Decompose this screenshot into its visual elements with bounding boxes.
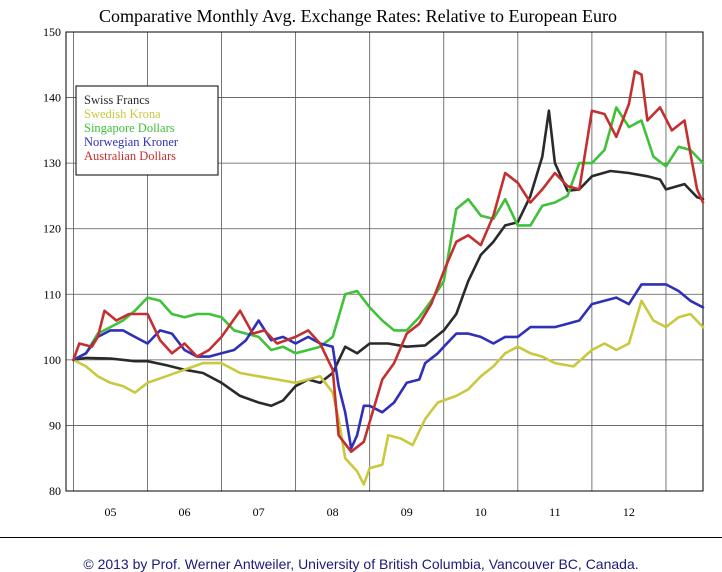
series-line-norwegian-kroner (72, 283, 705, 450)
x-tick-label: 09 (401, 505, 413, 519)
series-line-swiss-francs (72, 109, 705, 408)
y-axis: 80 90 100 110 120 130 140 150 (43, 25, 61, 498)
legend-entry: Swedish Krona (84, 107, 161, 121)
y-tick-label: 90 (49, 418, 61, 432)
y-tick-label: 100 (43, 353, 61, 367)
legend-entry: Swiss Francs (84, 93, 150, 107)
x-axis: 05 06 07 08 09 10 11 12 (104, 505, 634, 519)
y-tick-label: 130 (43, 156, 61, 170)
x-tick-label: 05 (104, 505, 116, 519)
legend-entry: Singapore Dollars (84, 121, 175, 135)
copyright-footer: © 2013 by Prof. Werner Antweiler, Univer… (83, 556, 639, 572)
x-tick-label: 07 (253, 505, 265, 519)
series-line-singapore-dollars (72, 106, 705, 362)
x-tick-label: 08 (327, 505, 339, 519)
x-tick-label: 06 (179, 505, 191, 519)
series-lines (72, 70, 705, 486)
legend-entry: Norwegian Kroner (84, 135, 179, 149)
y-tick-label: 80 (49, 484, 61, 498)
y-tick-label: 120 (43, 222, 61, 236)
x-tick-label: 11 (549, 505, 561, 519)
series-line-swedish-krona (72, 299, 705, 486)
x-tick-label: 12 (623, 505, 635, 519)
x-tick-label: 10 (475, 505, 487, 519)
y-tick-label: 110 (43, 287, 61, 301)
legend-entry: Australian Dollars (84, 149, 176, 163)
legend-box (75, 85, 219, 176)
plot-frame (65, 31, 704, 492)
series-line-australian-dollars (72, 70, 705, 454)
footer-divider (0, 537, 722, 538)
y-tick-label: 140 (43, 91, 61, 105)
chart-title: Comparative Monthly Avg. Exchange Rates:… (99, 6, 617, 26)
y-tick-label: 150 (43, 25, 61, 39)
chart: Comparative Monthly Avg. Exchange Rates:… (43, 6, 705, 519)
